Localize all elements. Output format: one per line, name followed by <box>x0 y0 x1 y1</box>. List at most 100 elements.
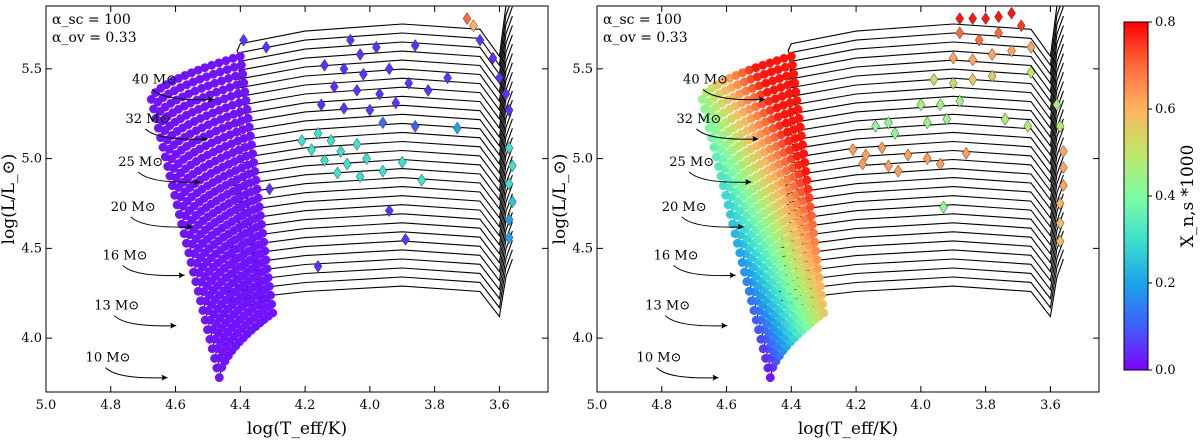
y-tick-label: 4.5 <box>21 241 42 256</box>
mass-label: 13 M⊙ <box>645 299 690 314</box>
mass-arrow <box>673 264 736 277</box>
mass-arrowhead <box>721 322 728 329</box>
parameter-annotation: α_sc = 100 <box>52 12 131 28</box>
ms-point <box>172 200 182 210</box>
ms-point <box>239 78 249 88</box>
ms-point <box>716 171 726 181</box>
x-tick-label: 4.0 <box>911 398 932 413</box>
diamond-marker <box>987 69 997 83</box>
ms-point <box>811 246 821 256</box>
parameter-annotation: α_sc = 100 <box>603 12 682 28</box>
ms-point <box>146 94 156 104</box>
mass-label: 40 M⊙ <box>132 72 177 87</box>
diamond-marker <box>352 137 362 151</box>
ms-point <box>800 158 810 167</box>
ms-point <box>756 334 766 344</box>
ms-point <box>189 267 198 277</box>
ms-point <box>248 149 258 159</box>
ms-point <box>744 286 754 296</box>
y-tick-label: 4.0 <box>572 331 593 346</box>
diamond-marker <box>488 51 498 65</box>
ms-point <box>251 175 261 185</box>
diamond-marker <box>974 33 984 47</box>
colorbar-tick-label: 0.0 <box>1155 363 1176 378</box>
ms-point <box>258 228 268 238</box>
diamond-marker <box>916 98 926 112</box>
ms-point <box>791 87 801 97</box>
ms-point <box>737 258 747 267</box>
diamond-marker <box>1059 161 1068 175</box>
diamond-marker <box>265 182 274 196</box>
ms-point <box>235 51 245 61</box>
parameter-annotation: α_ov = 0.33 <box>52 30 137 46</box>
mass-arrowhead <box>201 135 208 142</box>
ms-point <box>257 220 266 229</box>
x-tick-label: 5.0 <box>36 398 57 413</box>
ms-point <box>786 51 796 61</box>
ms-point <box>714 162 724 171</box>
diamond-marker <box>1016 19 1026 33</box>
diamond-marker <box>929 73 939 87</box>
ms-point <box>809 228 819 238</box>
ms-point <box>818 299 828 309</box>
mass-label: 16 M⊙ <box>654 248 699 263</box>
ms-point <box>814 273 824 283</box>
y-tick-label: 5.5 <box>572 62 593 77</box>
ms-point <box>263 273 273 283</box>
ms-point <box>149 104 159 114</box>
ms-point <box>260 246 270 256</box>
ms-point <box>266 290 275 300</box>
diamond-marker <box>385 62 394 76</box>
diamond-marker <box>884 159 893 173</box>
y-axis-label: log(L/L_⊙) <box>0 154 19 245</box>
mass-label: 32 M⊙ <box>125 112 170 127</box>
diamond-marker <box>508 195 517 209</box>
plot-frame <box>45 5 549 393</box>
mass-arrow <box>105 367 168 379</box>
y-tick-label: 4.0 <box>21 331 42 346</box>
ms-point <box>254 202 264 212</box>
ms-point <box>796 131 806 141</box>
diamond-marker <box>336 144 346 158</box>
diamond-marker <box>333 166 342 180</box>
x-axis-label: log(T_eff/K) <box>798 419 898 439</box>
diamond-marker <box>313 259 323 273</box>
ms-point <box>747 296 756 306</box>
ms-point <box>193 286 203 296</box>
mass-arrowhead <box>729 272 736 279</box>
mass-labels: 40 M⊙ 32 M⊙ 25 M⊙ 20 M⊙ 16 M⊙ 13 M⊙ 10 M⊙ <box>86 72 215 381</box>
diamond-marker <box>1007 44 1016 58</box>
mass-arrowhead <box>178 272 185 279</box>
ms-point <box>795 122 805 132</box>
diamond-marker <box>385 204 394 218</box>
diamond-marker <box>968 12 977 26</box>
diamond-markers <box>848 6 1068 248</box>
mass-label: 40 M⊙ <box>683 72 728 87</box>
diamond-marker <box>239 33 248 47</box>
diamond-marker <box>339 62 349 76</box>
diamond-marker <box>320 58 329 72</box>
ms-point <box>245 131 255 141</box>
y-axis-ticks: 4.0 4.5 5.0 5.5 <box>572 62 1099 346</box>
diamond-marker <box>355 170 365 184</box>
diamond-marker <box>1052 98 1062 112</box>
diamond-marker <box>504 177 514 191</box>
ms-point <box>799 149 809 159</box>
diamond-marker <box>968 53 977 67</box>
diamond-marker <box>397 155 407 169</box>
diamond-marker <box>877 141 887 155</box>
ms-point <box>702 114 712 123</box>
diamond-marker <box>1055 119 1065 133</box>
x-tick-label: 3.6 <box>489 398 510 413</box>
diamond-marker <box>1026 40 1036 54</box>
mass-arrow <box>696 128 759 140</box>
y-tick-label: 5.0 <box>21 152 42 167</box>
plot-area <box>697 6 1068 383</box>
mass-label: 25 M⊙ <box>669 155 714 170</box>
main-sequence-points <box>697 51 829 383</box>
diamond-marker <box>443 71 452 85</box>
ms-point <box>711 152 721 162</box>
diamond-marker <box>355 48 365 61</box>
diamond-marker <box>1007 6 1016 20</box>
